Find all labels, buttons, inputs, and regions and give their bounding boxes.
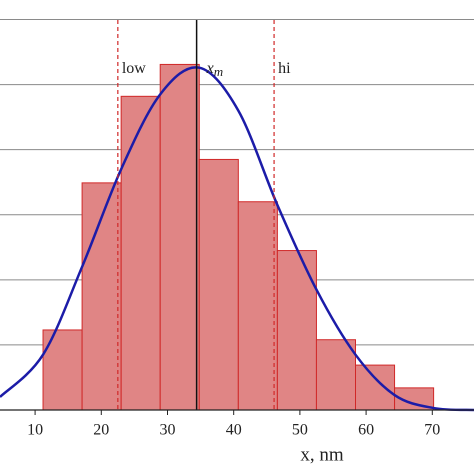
bar <box>237 201 278 411</box>
marker-label: low <box>122 60 146 77</box>
fit-curve <box>0 66 474 412</box>
x-tick-label: 30 <box>159 422 175 439</box>
bar <box>276 250 317 411</box>
marker-label: xm <box>206 60 224 79</box>
bar <box>159 63 200 411</box>
x-tick-label: 20 <box>93 422 109 439</box>
marker-label-text: x <box>206 60 214 77</box>
marker-label-text: hi <box>278 60 291 77</box>
bar <box>198 158 239 411</box>
x-tick-label: 40 <box>226 422 242 439</box>
x-tick-label: 60 <box>358 422 374 439</box>
bar <box>315 339 357 411</box>
x-tick-label: 70 <box>424 422 440 439</box>
bar <box>355 364 396 411</box>
bar <box>81 182 122 411</box>
bar <box>120 95 161 411</box>
marker-label-subscript: m <box>214 64 223 79</box>
marker-label-text: low <box>122 60 146 77</box>
marker-label: hi <box>278 60 291 77</box>
x-tick-label: 50 <box>292 422 308 439</box>
x-axis-label: x, nm <box>300 444 344 465</box>
x-tick-label: 10 <box>27 422 43 439</box>
